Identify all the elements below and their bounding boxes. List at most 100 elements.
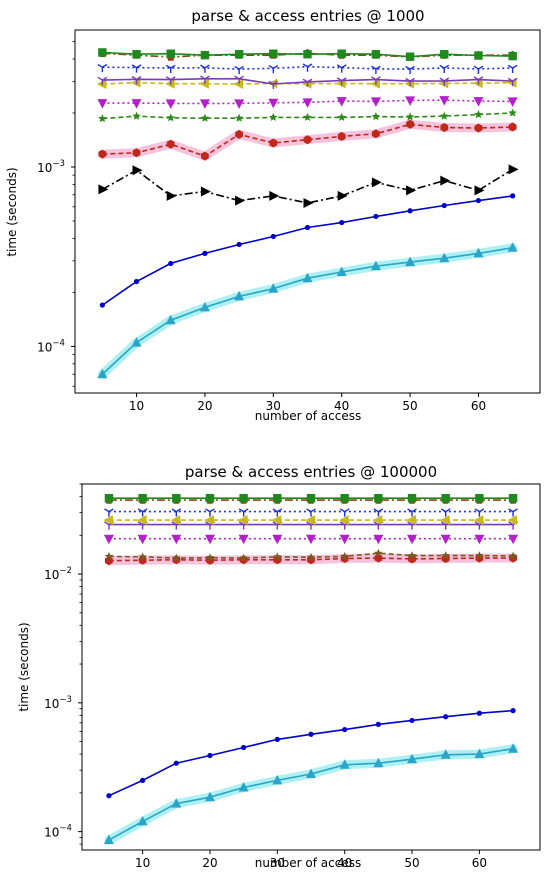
x-tick-label: 30 [270, 856, 285, 870]
series-5 [98, 108, 517, 123]
data-point [97, 63, 108, 73]
x-tick-label: 50 [402, 399, 417, 413]
y-tick-label: 10−3 [37, 159, 65, 175]
x-tick-label: 10 [129, 399, 144, 413]
x-axis: 10 20 30 40 50 60 [135, 850, 487, 870]
data-point [405, 65, 415, 75]
data-point [407, 753, 417, 764]
data-point [302, 78, 313, 87]
y-tick-label: 10−2 [44, 566, 72, 582]
data-point [165, 99, 176, 109]
data-point [440, 175, 451, 186]
data-point [440, 50, 449, 59]
data-point [337, 49, 346, 58]
data-point [205, 791, 215, 802]
data-point [475, 197, 482, 204]
series-6 [97, 96, 518, 109]
x-tick-label: 40 [334, 399, 349, 413]
data-point [507, 515, 518, 526]
data-point [475, 551, 484, 560]
data-point [172, 493, 181, 503]
data-point [308, 731, 314, 737]
data-point [238, 534, 249, 545]
data-point [507, 97, 518, 107]
data-point [200, 64, 210, 73]
data-point [406, 185, 417, 196]
data-point [239, 553, 248, 562]
data-point [373, 757, 384, 768]
data-point [205, 534, 215, 545]
data-point [508, 164, 519, 175]
y-axis: 10−4 10−3 10−2 [44, 483, 82, 845]
data-point [439, 96, 450, 106]
data-point [269, 138, 278, 148]
series-8 [104, 508, 518, 517]
data-point [440, 123, 449, 132]
data-point [375, 721, 381, 727]
data-point [200, 113, 210, 122]
chart-title: parse & access entries @ 100000 [185, 463, 437, 481]
data-point [473, 65, 484, 74]
data-point [173, 760, 179, 766]
data-point [269, 112, 278, 121]
data-point [303, 198, 314, 208]
data-point [407, 208, 413, 214]
data-point [98, 149, 107, 159]
data-point [97, 368, 108, 379]
data-point [405, 96, 416, 106]
data-point [374, 548, 383, 557]
data-point [339, 759, 350, 769]
data-point [172, 553, 181, 562]
data-point [303, 50, 312, 59]
data-point [439, 64, 450, 74]
data-point [273, 493, 282, 503]
data-point [104, 508, 114, 517]
data-point [137, 534, 148, 545]
data-point [165, 64, 176, 74]
y-axis: 10−4 10−3 [37, 41, 75, 387]
series-layer [103, 493, 519, 845]
data-point [132, 165, 143, 176]
series-10 [104, 493, 518, 503]
data-point [273, 552, 282, 561]
data-point [409, 717, 415, 724]
data-point [337, 112, 346, 121]
data-point [241, 744, 247, 751]
data-point [268, 98, 279, 109]
data-point [269, 49, 278, 58]
data-point [199, 99, 210, 109]
data-point [104, 493, 114, 503]
y-tick-label: 10−4 [37, 338, 65, 354]
data-point [166, 49, 175, 58]
data-point [474, 51, 483, 60]
data-point [373, 213, 379, 220]
axes-frame [81, 483, 541, 851]
data-point [405, 112, 415, 121]
data-point [166, 139, 175, 149]
data-point [272, 508, 283, 517]
series-2 [103, 743, 519, 845]
data-point [235, 195, 246, 206]
data-point [171, 798, 182, 808]
data-point [97, 99, 108, 109]
data-point [440, 508, 451, 517]
data-point [508, 122, 517, 132]
y-tick-label: 10−3 [44, 695, 72, 711]
data-point [132, 148, 141, 158]
data-point [440, 749, 451, 759]
data-point [205, 508, 215, 517]
data-point [238, 515, 248, 526]
data-point [440, 111, 449, 120]
x-tick-label: 20 [197, 399, 212, 413]
data-point [476, 710, 482, 716]
data-point [268, 283, 279, 293]
data-point [138, 493, 147, 503]
data-point [339, 508, 350, 517]
data-point [374, 493, 383, 503]
data-point [103, 515, 113, 526]
data-point [271, 515, 282, 526]
series-3 [98, 164, 519, 208]
data-point [304, 224, 311, 231]
data-point [106, 793, 112, 799]
